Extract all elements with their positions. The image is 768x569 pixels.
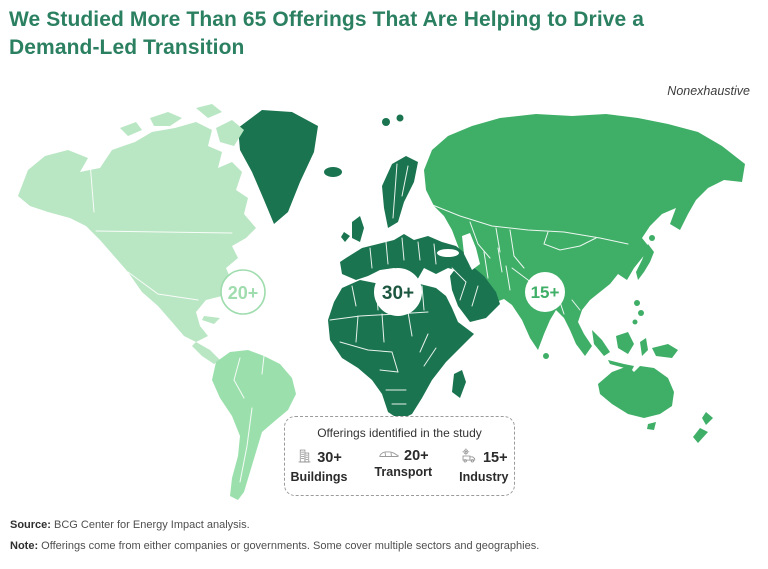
legend-industry-value: 15+ — [482, 450, 508, 466]
region-north-america — [18, 104, 256, 364]
bubble-emea-circle — [374, 268, 422, 316]
legend-row: 30+ Buildings 20+ Transport — [285, 447, 514, 485]
nonexhaustive-label: Nonexhaustive — [667, 84, 750, 98]
transport-icon — [378, 447, 400, 464]
region-emea — [238, 110, 500, 420]
bubble-asia-pacific-value: 15+ — [531, 283, 560, 302]
bubble-americas: 20+ — [220, 269, 266, 315]
note-text: Offerings come from either companies or … — [38, 540, 540, 552]
source-line: Source: BCG Center for Energy Impact ana… — [10, 519, 250, 531]
page-title: We Studied More Than 65 Offerings That A… — [9, 8, 645, 59]
buildings-icon — [296, 447, 313, 469]
industry-icon — [460, 447, 479, 469]
region-south-america — [212, 350, 296, 500]
bubble-americas-value: 20+ — [228, 283, 259, 303]
sea-overlays — [437, 233, 480, 321]
bubble-asia-pacific-circle — [525, 272, 565, 312]
bubble-asia-pacific: 15+ — [525, 272, 565, 312]
note-line: Note: Offerings come from either compani… — [10, 540, 539, 552]
legend-transport-label: Transport — [374, 465, 433, 479]
bubble-emea: 30+ — [374, 268, 422, 316]
source-text: BCG Center for Energy Impact analysis. — [50, 519, 250, 531]
bubble-americas-circle — [220, 269, 266, 315]
legend-item-transport: 20+ Transport — [374, 447, 432, 484]
source-label: Source: — [10, 519, 51, 531]
legend-item-industry: 15+ Industry — [459, 447, 508, 484]
legend-item-buildings: 30+ Buildings — [290, 447, 348, 484]
legend-buildings-value: 30+ — [317, 450, 342, 466]
legend-industry-label: Industry — [459, 470, 509, 484]
legend-box: Offerings identified in the study 30+ — [284, 416, 515, 496]
bubble-emea-value: 30+ — [382, 283, 414, 304]
legend-title: Offerings identified in the study — [317, 426, 482, 440]
note-label: Note: — [10, 540, 39, 552]
legend-buildings-label: Buildings — [290, 470, 348, 484]
legend-transport-value: 20+ — [404, 447, 429, 464]
